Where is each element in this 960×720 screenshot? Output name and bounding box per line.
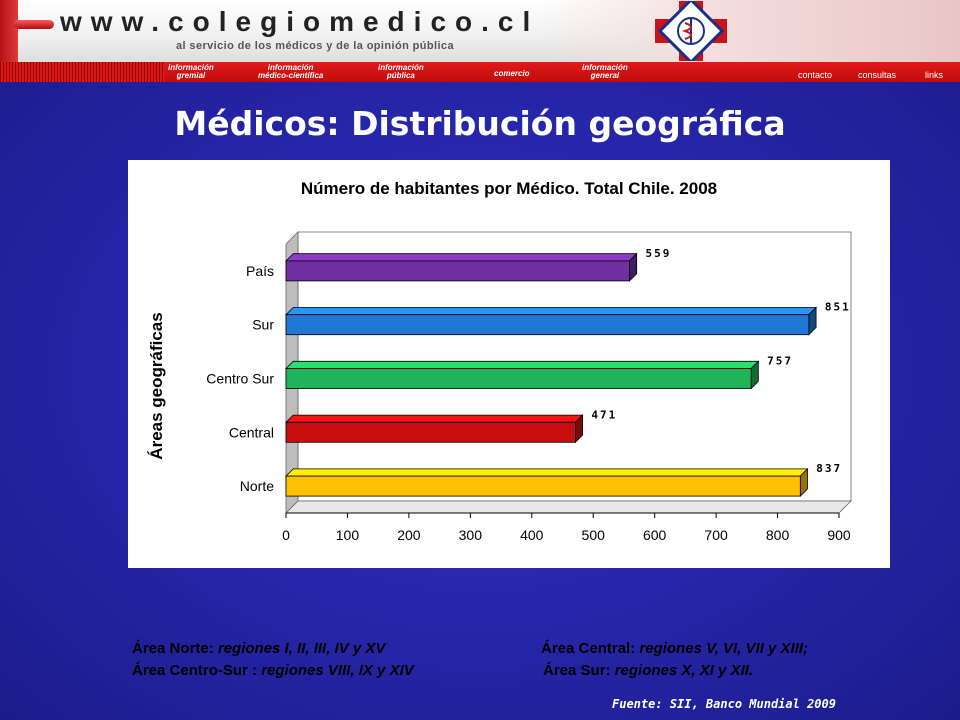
x-tick-label: 300 bbox=[459, 527, 483, 543]
category-label: Sur bbox=[252, 317, 274, 333]
nav-stripes bbox=[0, 62, 165, 82]
colegio-medico-logo-icon[interactable] bbox=[655, 1, 727, 61]
category-label: Norte bbox=[240, 478, 274, 494]
nav-informacion-gremial[interactable]: información gremial bbox=[168, 64, 214, 80]
bar-chart: Número de habitantes por Médico. Total C… bbox=[128, 160, 890, 568]
site-banner: www.colegiomedico.cl al servicio de los … bbox=[0, 0, 960, 82]
site-tagline: al servicio de los médicos y de la opini… bbox=[176, 40, 454, 52]
x-tick-label: 600 bbox=[643, 527, 667, 543]
x-tick-label: 400 bbox=[520, 527, 544, 543]
x-tick-label: 100 bbox=[336, 527, 360, 543]
nav-informacion-general[interactable]: información general bbox=[582, 64, 628, 80]
chart-container: Número de habitantes por Médico. Total C… bbox=[128, 160, 890, 568]
bar bbox=[286, 422, 575, 442]
note-area-norte: Área Norte: regiones I, II, III, IV y XV bbox=[132, 640, 385, 657]
value-label: 851 bbox=[825, 301, 851, 314]
y-axis-label: Áreas geográficas bbox=[147, 312, 166, 459]
bar-top bbox=[286, 361, 758, 368]
slide-title: Médicos: Distribución geográfica bbox=[0, 104, 960, 143]
nav-comercio[interactable]: comercio bbox=[494, 70, 530, 78]
bar bbox=[286, 369, 751, 389]
site-url[interactable]: www.colegiomedico.cl bbox=[60, 6, 539, 38]
banner-accent bbox=[0, 0, 18, 62]
category-label: País bbox=[246, 263, 274, 279]
bar-top bbox=[286, 254, 637, 261]
category-label: Central bbox=[229, 424, 274, 440]
nav-links[interactable]: links bbox=[925, 70, 943, 80]
nav-consultas[interactable]: consultas bbox=[858, 70, 896, 80]
bar bbox=[286, 315, 809, 335]
value-label: 837 bbox=[816, 462, 842, 475]
banner-gradient bbox=[540, 0, 960, 62]
category-label: Centro Sur bbox=[206, 371, 274, 387]
bar-top bbox=[286, 308, 816, 315]
x-tick-label: 900 bbox=[827, 527, 851, 543]
chart-title: Número de habitantes por Médico. Total C… bbox=[301, 179, 717, 198]
bar bbox=[286, 476, 800, 496]
bar-top bbox=[286, 469, 807, 476]
x-tick-label: 500 bbox=[582, 527, 606, 543]
value-label: 757 bbox=[767, 355, 793, 368]
note-area-central: Área Central: regiones V, VI, VII y XIII… bbox=[541, 640, 808, 657]
bar bbox=[286, 261, 629, 281]
note-area-centro-sur: Área Centro-Sur : regiones VIII, IX y XI… bbox=[132, 662, 414, 679]
banner-pill-icon bbox=[14, 20, 54, 29]
value-label: 559 bbox=[645, 247, 671, 260]
x-tick-label: 0 bbox=[282, 527, 290, 543]
x-tick-label: 200 bbox=[397, 527, 421, 543]
nav-contacto[interactable]: contacto bbox=[798, 70, 832, 80]
bar-top bbox=[286, 415, 583, 422]
chart-floor bbox=[286, 501, 851, 513]
nav-informacion-publica[interactable]: información pública bbox=[378, 64, 424, 80]
nav-informacion-medico-cientifica[interactable]: información médico-científica bbox=[258, 64, 323, 80]
x-tick-label: 800 bbox=[766, 527, 790, 543]
x-tick-label: 700 bbox=[704, 527, 728, 543]
note-area-sur: Área Sur: regiones X, XI y XII. bbox=[543, 662, 753, 679]
source-citation: Fuente: SII, Banco Mundial 2009 bbox=[612, 697, 836, 711]
value-label: 471 bbox=[591, 408, 617, 421]
